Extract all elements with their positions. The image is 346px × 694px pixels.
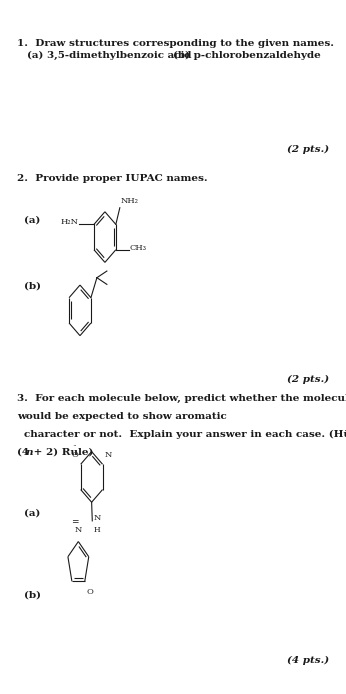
Text: CH₃: CH₃ (130, 244, 147, 252)
Text: (4: (4 (17, 448, 29, 457)
Text: H: H (93, 526, 100, 534)
Text: (b): (b) (24, 282, 40, 291)
Text: H₂N: H₂N (60, 219, 78, 226)
Text: (2 pts.): (2 pts.) (287, 144, 329, 154)
Text: N: N (104, 451, 112, 459)
Text: (a) 3,5-dimethylbenzoic acid: (a) 3,5-dimethylbenzoic acid (27, 51, 191, 60)
Text: =: = (71, 517, 79, 526)
Text: ··: ·· (73, 442, 78, 451)
Text: (2 pts.): (2 pts.) (287, 375, 329, 384)
Text: n: n (26, 448, 33, 457)
Text: would be expected to show aromatic: would be expected to show aromatic (17, 412, 227, 421)
Text: 1.  Draw structures corresponding to the given names.: 1. Draw structures corresponding to the … (17, 39, 334, 48)
Text: 2.  Provide proper IUPAC names.: 2. Provide proper IUPAC names. (17, 174, 208, 183)
Text: character or not.  Explain your answer in each case. (Hückel: character or not. Explain your answer in… (24, 430, 346, 439)
Text: O: O (71, 451, 78, 459)
Text: (b) p-chlorobenzaldehyde: (b) p-chlorobenzaldehyde (173, 51, 321, 60)
Text: O: O (86, 588, 93, 596)
Text: (b): (b) (24, 591, 40, 600)
Text: N: N (93, 514, 101, 522)
Text: 3.  For each molecule below, predict whether the molecule: 3. For each molecule below, predict whet… (17, 393, 346, 403)
Text: (a): (a) (24, 509, 40, 518)
Text: + 2) Rule): + 2) Rule) (29, 448, 93, 457)
Text: (a): (a) (24, 215, 40, 224)
Text: N: N (75, 525, 82, 534)
Text: (4 pts.): (4 pts.) (287, 657, 329, 666)
Text: NH₂: NH₂ (120, 197, 138, 205)
